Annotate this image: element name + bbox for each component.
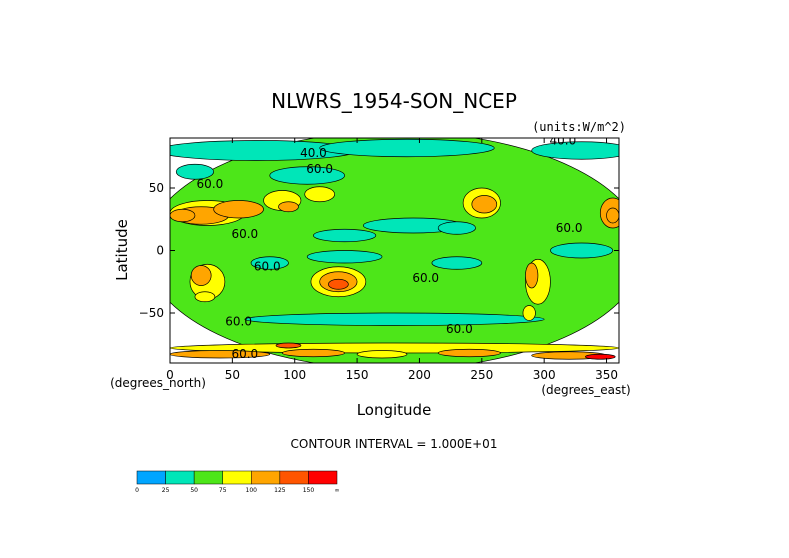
contour-labels: 40.0 60.0 60.0 60.0 60.0 60.0 60.0 60.0 60.0 60.0… — [197, 133, 583, 361]
field-region-20 — [584, 353, 616, 360]
contour-label-3: 60.0 — [231, 227, 258, 241]
field-region-25 — [213, 200, 264, 219]
contour-label-1: 60.0 — [306, 162, 333, 176]
field-region-16 — [281, 348, 345, 358]
units-label: (units:W/m^2) — [532, 120, 626, 134]
colorbar-tick-0: 0 — [135, 487, 139, 494]
colorbar-tick-7: ∞ — [335, 487, 340, 494]
y-tick-label-1: 0 — [156, 244, 164, 258]
field-region-2 — [319, 138, 495, 158]
x-axis-label: Longitude — [357, 401, 432, 419]
colorbar-swatch-1 — [165, 470, 195, 485]
contour-label-8: 60.0 — [446, 322, 473, 336]
colorbar-swatch-5 — [279, 470, 309, 485]
x-tick-label-6: 300 — [533, 368, 556, 382]
y-tick-label-2: −50 — [139, 306, 164, 320]
x-unit-label: (degrees_east) — [541, 383, 630, 397]
field-region-21 — [275, 342, 302, 349]
contour-label-0: 40.0 — [300, 146, 327, 160]
field-region-5 — [175, 163, 215, 180]
field-region-12 — [431, 256, 483, 270]
contour-label-6: 60.0 — [556, 221, 583, 235]
x-tick-label-4: 200 — [408, 368, 431, 382]
y-unit-label: (degrees_north) — [110, 376, 206, 390]
colorbar-tick-1: 25 — [162, 487, 170, 494]
field-region-17 — [356, 350, 408, 359]
field-region-9 — [550, 242, 614, 259]
field-region-10 — [250, 256, 289, 270]
field-region-11 — [306, 250, 383, 264]
contour-interval-text: CONTOUR INTERVAL = 1.000E+01 — [291, 437, 498, 451]
colorbar-tick-2: 50 — [190, 487, 198, 494]
field-region-31 — [194, 291, 216, 303]
colorbar-tick-5: 125 — [274, 487, 286, 494]
x-axis: 0 50 100 150 200 250 300 350 — [166, 138, 618, 382]
field-region-39 — [522, 305, 536, 321]
contour-label-2: 60.0 — [197, 177, 224, 191]
colorbar-swatch-3 — [222, 470, 252, 485]
contour-label-10: 40.0 — [550, 133, 577, 147]
colorbar-tick-4: 100 — [246, 487, 258, 494]
x-tick-label-1: 50 — [225, 368, 240, 382]
y-axis: 50 0 −50 — [139, 181, 619, 320]
x-tick-label-7: 350 — [595, 368, 618, 382]
contour-label-4: 60.0 — [254, 260, 281, 274]
field-region-27 — [278, 201, 299, 213]
contour-label-7: 60.0 — [225, 315, 252, 329]
contour-label-5: 60.0 — [412, 271, 439, 285]
x-tick-label-5: 250 — [470, 368, 493, 382]
field-region-8 — [437, 221, 476, 235]
field-region-7 — [313, 228, 377, 243]
field-region-13 — [244, 312, 545, 326]
field-region-18 — [437, 348, 501, 358]
field-region-28 — [304, 186, 335, 203]
field-region-15 — [170, 350, 271, 359]
plot-area — [170, 138, 619, 363]
field-region-38 — [525, 262, 539, 289]
colorbar-swatch-2 — [193, 470, 223, 485]
colorbar-tick-3: 75 — [219, 487, 227, 494]
field-region-3 — [531, 141, 619, 160]
colorbar: 0 25 50 75 100 125 150 ∞ — [135, 470, 340, 494]
colorbar-swatch-4 — [251, 470, 281, 485]
x-tick-label-0: 0 — [166, 368, 174, 382]
field-region-30 — [190, 265, 212, 286]
y-tick-label-0: 50 — [149, 181, 164, 195]
y-axis-label: Latitude — [113, 219, 131, 281]
chart-title: NLWRS_1954-SON_NCEP — [271, 89, 517, 113]
x-tick-label-2: 100 — [283, 368, 306, 382]
colorbar-tick-6: 150 — [303, 487, 315, 494]
field-region-41 — [606, 207, 619, 224]
field-region-24 — [170, 208, 196, 223]
colorbar-swatch-6 — [308, 470, 338, 485]
field-region-36 — [471, 195, 498, 214]
colorbar-swatch-0 — [136, 470, 166, 485]
x-tick-label-3: 150 — [346, 368, 369, 382]
field-region-34 — [328, 278, 349, 290]
contour-label-9: 60.0 — [231, 347, 258, 361]
field-region-4 — [269, 166, 345, 185]
